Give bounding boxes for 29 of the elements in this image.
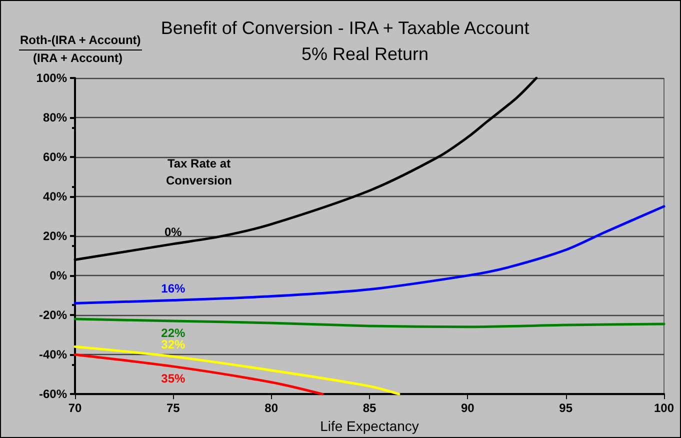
- x-tick-label: 85: [362, 401, 376, 416]
- x-tick-label: 100: [654, 401, 674, 416]
- line-series: [74, 205, 666, 304]
- x-tick-label: 80: [264, 401, 278, 416]
- x-tick-label: 90: [460, 401, 475, 416]
- chart-subtitle: 5% Real Return: [301, 44, 429, 64]
- chart-title: Benefit of Conversion - IRA + Taxable Account: [160, 18, 530, 38]
- y-tick-label: -40%: [38, 348, 68, 362]
- series-label: 0%: [164, 224, 182, 239]
- line-series: [74, 353, 324, 396]
- y-axis-title: Roth-(IRA + Account) (IRA + Account): [20, 33, 141, 65]
- series-label: 35%: [161, 371, 186, 386]
- series-label: 16%: [161, 281, 186, 296]
- y-tick-label: -60%: [38, 387, 68, 402]
- line-series: [74, 318, 666, 328]
- series-label: 32%: [161, 338, 186, 352]
- y-tick-label: 80%: [42, 110, 68, 125]
- x-tick-label: 95: [559, 401, 573, 416]
- y-tick-label: 40%: [42, 190, 68, 204]
- x-axis-title: Life Expectancy: [320, 418, 419, 434]
- y-tick-label: 100%: [36, 71, 68, 85]
- y-tick-label: 20%: [42, 229, 68, 244]
- y-tick-label: 60%: [42, 150, 68, 164]
- x-tick-label: 70: [68, 401, 82, 416]
- y-tick-label: -20%: [38, 308, 68, 322]
- y-tick-label: 0%: [50, 268, 68, 283]
- series-label: 22%: [161, 326, 186, 340]
- annotation: Tax Rate at Conversion: [166, 156, 232, 188]
- x-tick-label: 75: [166, 401, 180, 416]
